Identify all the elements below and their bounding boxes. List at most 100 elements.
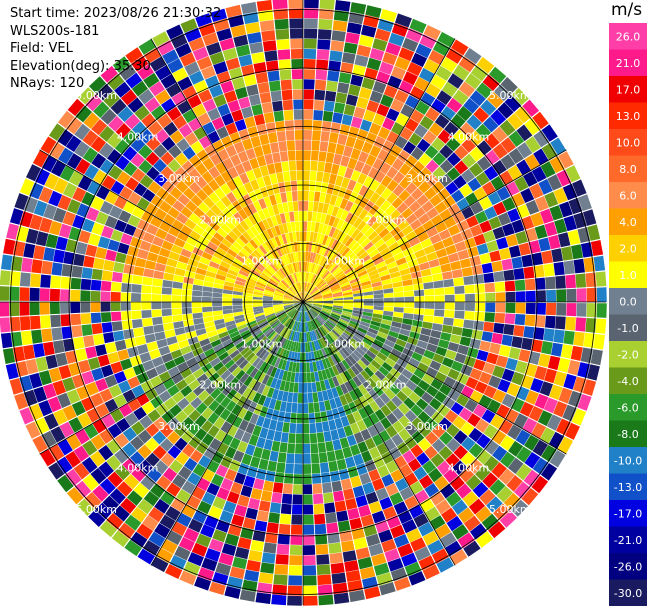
radar-gate <box>253 62 267 74</box>
radar-gate <box>154 383 167 396</box>
radar-gate <box>308 321 313 331</box>
radar-gate <box>253 249 263 259</box>
radar-gate <box>150 395 164 409</box>
radar-gate <box>438 339 450 349</box>
radar-gate <box>247 389 257 401</box>
radar-gate <box>203 196 215 209</box>
radar-gate <box>322 295 333 299</box>
radar-gate <box>376 103 390 117</box>
radar-gate <box>353 304 364 309</box>
radar-gate <box>124 412 139 427</box>
radar-gate <box>454 302 465 311</box>
radar-gate <box>322 172 331 183</box>
radar-gate <box>468 498 486 515</box>
radar-gate <box>250 252 260 262</box>
radar-gate <box>152 236 164 247</box>
radar-gate <box>313 300 323 302</box>
radar-gate <box>202 121 216 135</box>
radar-gate <box>284 381 290 392</box>
radar-gate <box>317 391 324 402</box>
radar-gate <box>213 61 228 75</box>
radar-gate <box>99 200 114 215</box>
radar-gate <box>196 189 208 202</box>
radar-gate <box>363 353 374 363</box>
radar-gate <box>252 200 262 212</box>
radar-gate <box>414 546 431 561</box>
radar-gate <box>312 232 318 243</box>
radar-gate <box>216 487 230 501</box>
radar-gate <box>353 138 365 151</box>
radar-gate <box>408 571 426 586</box>
radar-gate <box>479 371 492 385</box>
radar-gate <box>292 273 297 283</box>
radar-gate <box>127 214 141 228</box>
colorbar-swatch <box>609 447 647 474</box>
radar-gate <box>439 144 454 159</box>
radar-gate <box>229 349 240 359</box>
radar-gate <box>475 531 494 548</box>
radar-gate <box>357 172 368 185</box>
radar-gate <box>220 170 232 183</box>
radar-gate <box>489 66 507 84</box>
radar-gate <box>259 232 268 243</box>
radar-gate <box>445 453 460 468</box>
radar-gate <box>352 485 365 498</box>
radar-gate <box>454 285 465 294</box>
radar-gate <box>183 187 196 200</box>
radar-gate <box>333 268 343 277</box>
radar-gate <box>306 262 310 272</box>
radar-gate <box>213 416 226 429</box>
radar-gate <box>323 336 331 346</box>
radar-gate <box>339 245 348 255</box>
radar-gate <box>293 273 298 283</box>
radar-gate <box>277 269 286 279</box>
radar-gate <box>125 47 143 64</box>
radar-gate <box>338 277 348 284</box>
radar-gate <box>245 22 261 34</box>
radar-gate <box>434 295 445 302</box>
radar-gate <box>373 339 384 348</box>
radar-gate <box>252 381 262 392</box>
radar-gate <box>240 346 251 356</box>
radar-gate <box>286 319 293 328</box>
radar-gate <box>192 312 203 319</box>
radar-gate <box>341 247 351 257</box>
radar-gate <box>312 361 318 372</box>
radar-gate <box>77 175 93 191</box>
radar-gate <box>48 367 62 383</box>
radar-gate <box>239 372 250 384</box>
radar-gate <box>266 163 276 175</box>
radar-gate <box>262 297 273 301</box>
radar-gate <box>447 368 460 381</box>
radar-gate <box>479 340 491 352</box>
radar-gate <box>342 52 356 64</box>
radar-gate <box>343 302 354 305</box>
radar-gate <box>280 503 292 515</box>
radar-gate <box>309 287 318 295</box>
radar-gate <box>534 224 548 239</box>
radar-gate <box>75 241 88 255</box>
radar-gate <box>355 248 366 258</box>
radar-gate <box>506 475 523 492</box>
radar-gate <box>344 392 354 404</box>
radar-gate <box>468 427 483 443</box>
radar-gate <box>539 381 553 397</box>
radar-gate <box>296 302 303 310</box>
radar-gate <box>90 302 101 313</box>
radar-gate <box>243 349 253 359</box>
radar-gate <box>262 302 273 304</box>
radar-gate <box>159 514 176 530</box>
radar-gate <box>409 374 422 386</box>
colorbar-tick-label: 17.0 <box>616 83 641 96</box>
radar-gate <box>192 463 206 477</box>
radar-gate <box>174 545 191 561</box>
radar-gate <box>221 543 237 556</box>
radar-gate <box>283 296 294 300</box>
radar-gate <box>333 298 344 301</box>
radar-gate <box>327 356 335 367</box>
radar-gate <box>396 441 410 455</box>
radar-gate <box>413 368 426 380</box>
radar-gate <box>575 273 587 288</box>
radar-gate <box>483 455 500 472</box>
radar-gate <box>523 266 535 279</box>
